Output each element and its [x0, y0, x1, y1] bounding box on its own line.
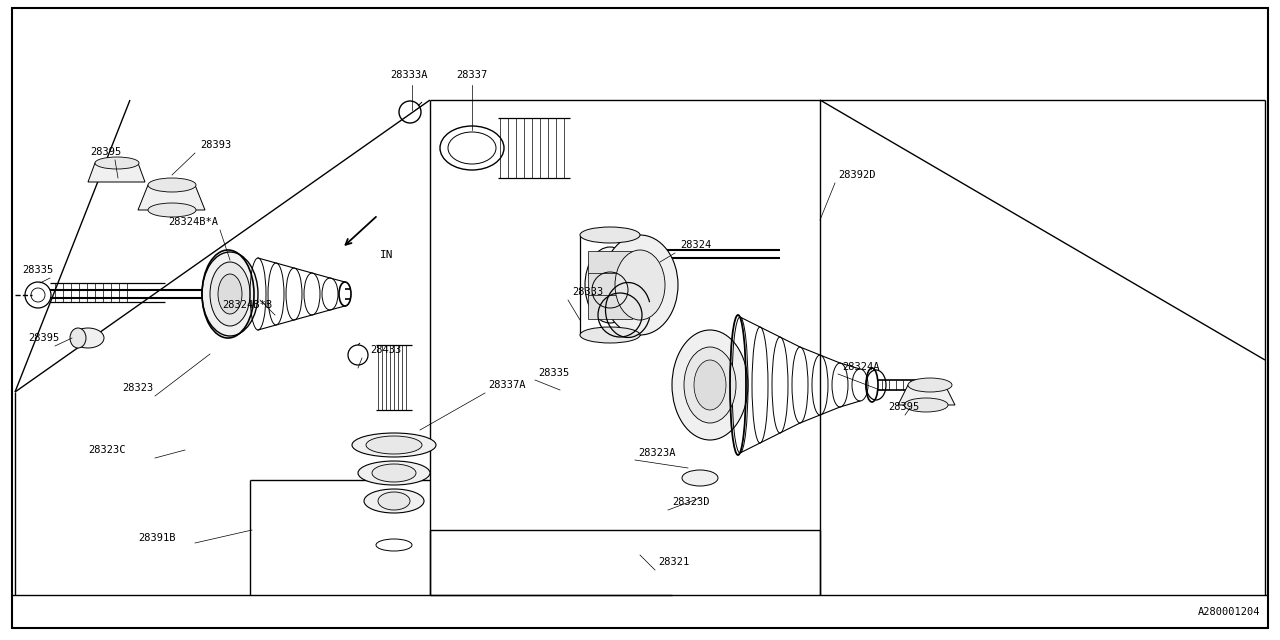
Ellipse shape: [148, 178, 196, 192]
Text: 28391B: 28391B: [138, 533, 175, 543]
Text: A280001204: A280001204: [1198, 607, 1260, 617]
Text: 28392D: 28392D: [838, 170, 876, 180]
Ellipse shape: [372, 464, 416, 482]
Ellipse shape: [585, 247, 635, 323]
Ellipse shape: [95, 157, 140, 169]
Ellipse shape: [580, 227, 640, 243]
Bar: [588, 295, 632, 319]
Ellipse shape: [148, 203, 196, 217]
Ellipse shape: [218, 274, 242, 314]
Text: 28335: 28335: [22, 265, 54, 275]
Text: IN: IN: [380, 250, 393, 260]
Ellipse shape: [376, 539, 412, 551]
Text: 28323: 28323: [122, 383, 154, 393]
Text: 28395: 28395: [28, 333, 59, 343]
Text: 28324A: 28324A: [842, 362, 879, 372]
Text: 28323A: 28323A: [637, 448, 676, 458]
Ellipse shape: [694, 360, 726, 410]
Ellipse shape: [684, 347, 736, 423]
Ellipse shape: [358, 461, 430, 485]
Polygon shape: [88, 163, 145, 182]
Text: 28333A: 28333A: [390, 70, 428, 80]
Text: 28323C: 28323C: [88, 445, 125, 455]
Ellipse shape: [70, 328, 86, 348]
Ellipse shape: [202, 252, 259, 336]
Ellipse shape: [602, 235, 678, 335]
Ellipse shape: [682, 470, 718, 486]
Text: 28335: 28335: [538, 368, 570, 378]
Polygon shape: [899, 385, 955, 405]
Text: 28395: 28395: [888, 402, 919, 412]
Ellipse shape: [614, 250, 666, 320]
Text: 28433: 28433: [370, 345, 401, 355]
Text: 28321: 28321: [658, 557, 689, 567]
Text: 28324B*A: 28324B*A: [168, 217, 218, 227]
Text: 28337: 28337: [456, 70, 488, 80]
Bar: [588, 251, 632, 275]
Ellipse shape: [904, 398, 948, 412]
Ellipse shape: [378, 492, 410, 510]
Text: 28337A: 28337A: [488, 380, 526, 390]
Text: 28324B*B: 28324B*B: [221, 300, 273, 310]
Ellipse shape: [366, 436, 422, 454]
Ellipse shape: [72, 328, 104, 348]
Ellipse shape: [364, 489, 424, 513]
Text: 28323D: 28323D: [672, 497, 709, 507]
Text: 28393: 28393: [200, 140, 232, 150]
Ellipse shape: [908, 378, 952, 392]
Ellipse shape: [352, 433, 436, 457]
Text: 28333: 28333: [572, 287, 603, 297]
Ellipse shape: [672, 330, 748, 440]
Ellipse shape: [580, 327, 640, 343]
Ellipse shape: [210, 262, 250, 326]
Polygon shape: [138, 185, 205, 210]
Text: 28395: 28395: [90, 147, 122, 157]
Text: 28324: 28324: [680, 240, 712, 250]
Bar: [588, 273, 632, 297]
